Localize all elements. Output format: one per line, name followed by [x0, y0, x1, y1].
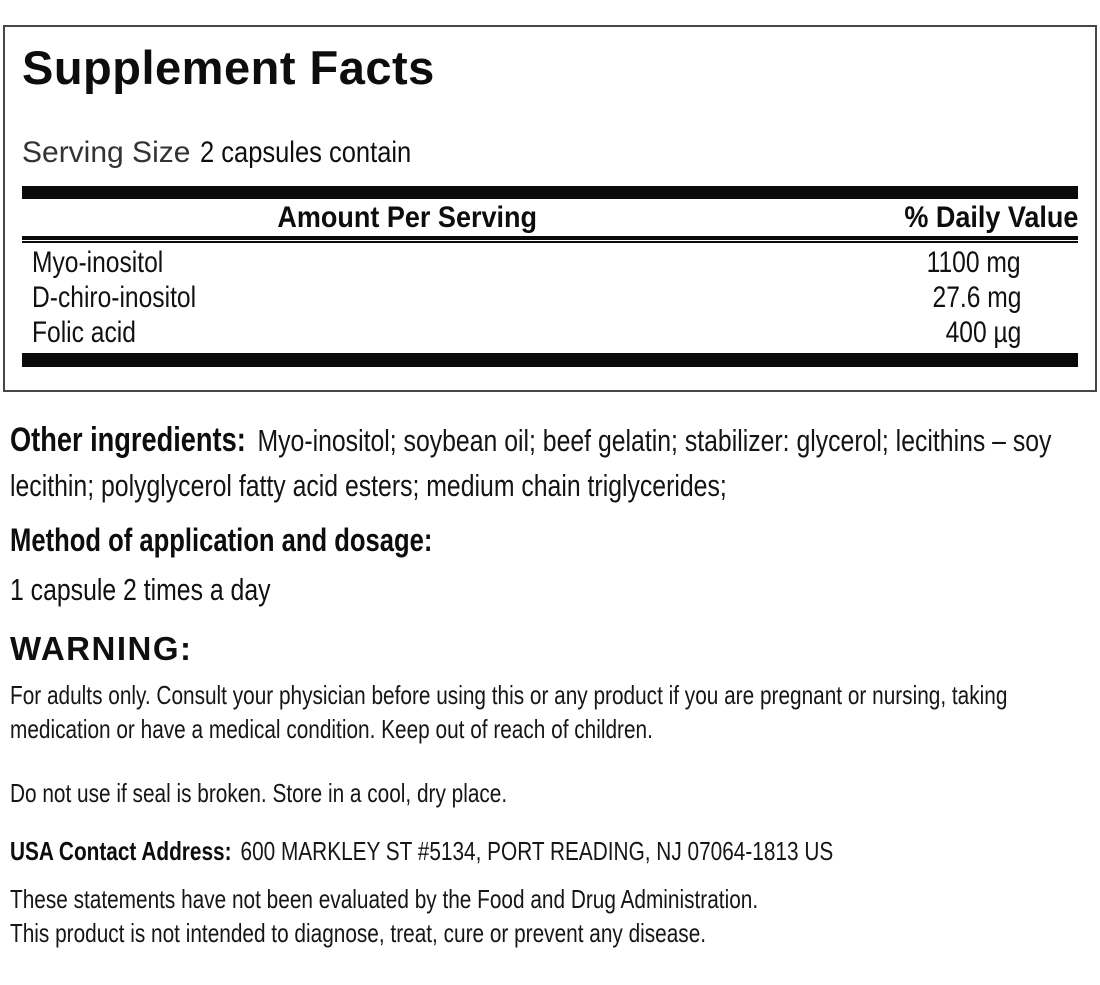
method-heading: Method of application and dosage: [10, 522, 433, 558]
nutrient-rows: Myo-inositol 1100 mg D-chiro-inositol 27… [22, 243, 1078, 350]
amount-column-header: Amount Per Serving [277, 201, 538, 234]
header-underline [22, 236, 1078, 243]
storage-text: Do not use if seal is broken. Store in a… [10, 778, 508, 808]
contact-text: 600 MARKLEY ST #5134, PORT READING, NJ 0… [240, 836, 834, 866]
divider-bar-top [22, 186, 1078, 199]
warning-text: For adults only. Consult your physician … [10, 680, 1008, 744]
supplement-facts-panel: Supplement Facts Serving Size 2 capsules … [3, 25, 1097, 392]
serving-size-label: Serving Size [22, 136, 191, 169]
info-sections: Other ingredients: Myo-inositol; soybean… [0, 418, 1100, 950]
panel-title: Supplement Facts [22, 41, 435, 94]
nutrient-amount: 27.6 mg [932, 281, 1021, 314]
contact-label: USA Contact Address: [10, 836, 232, 866]
other-ingredients-text: Myo-inositol; soybean oil; beef gelatin;… [10, 423, 1052, 503]
other-ingredients-paragraph: Other ingredients: Myo-inositol; soybean… [10, 418, 1090, 508]
method-text: 1 capsule 2 times a day [10, 572, 271, 607]
nutrient-amount-cell: 400 µg [929, 315, 1078, 350]
amount-column-header-cell: Amount Per Serving [22, 199, 793, 236]
table-row: D-chiro-inositol 27.6 mg [22, 280, 1078, 315]
daily-value-column-header-cell: % Daily Value [793, 199, 1078, 236]
table-row: Folic acid 400 µg [22, 315, 1078, 350]
nutrient-amount: 1100 mg [927, 246, 1021, 279]
nutrient-amount: 400 µg [945, 316, 1021, 349]
warning-heading: WARNING: [10, 630, 193, 667]
table-row: Myo-inositol 1100 mg [22, 245, 1078, 280]
contact-line: USA Contact Address: 600 MARKLEY ST #513… [10, 834, 1090, 868]
nutrient-name: Myo-inositol [32, 246, 164, 279]
nutrient-name: D-chiro-inositol [32, 281, 197, 314]
nutrient-amount-cell: 1100 mg [906, 245, 1078, 280]
fda-disclaimer-line1: These statements have not been evaluated… [10, 884, 759, 914]
serving-size-line: Serving Size 2 capsules contain [22, 135, 1078, 171]
daily-value-column-header: % Daily Value [903, 201, 1078, 234]
divider-bar-bottom [22, 353, 1078, 367]
nutrient-name: Folic acid [32, 316, 136, 349]
other-ingredients-label: Other ingredients: [10, 421, 246, 459]
table-header-row: Amount Per Serving % Daily Value [22, 199, 1078, 236]
serving-size-value: 2 capsules contain [200, 136, 412, 169]
nutrient-amount-cell: 27.6 mg [913, 280, 1078, 315]
supplement-label: Supplement Facts Serving Size 2 capsules … [0, 25, 1100, 950]
fda-disclaimer-line2: This product is not intended to diagnose… [10, 918, 707, 948]
